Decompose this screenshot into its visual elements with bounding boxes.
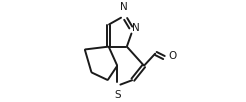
Text: S: S [114, 90, 121, 100]
Text: N: N [120, 2, 128, 12]
Text: O: O [169, 51, 177, 61]
Text: N: N [133, 23, 140, 33]
